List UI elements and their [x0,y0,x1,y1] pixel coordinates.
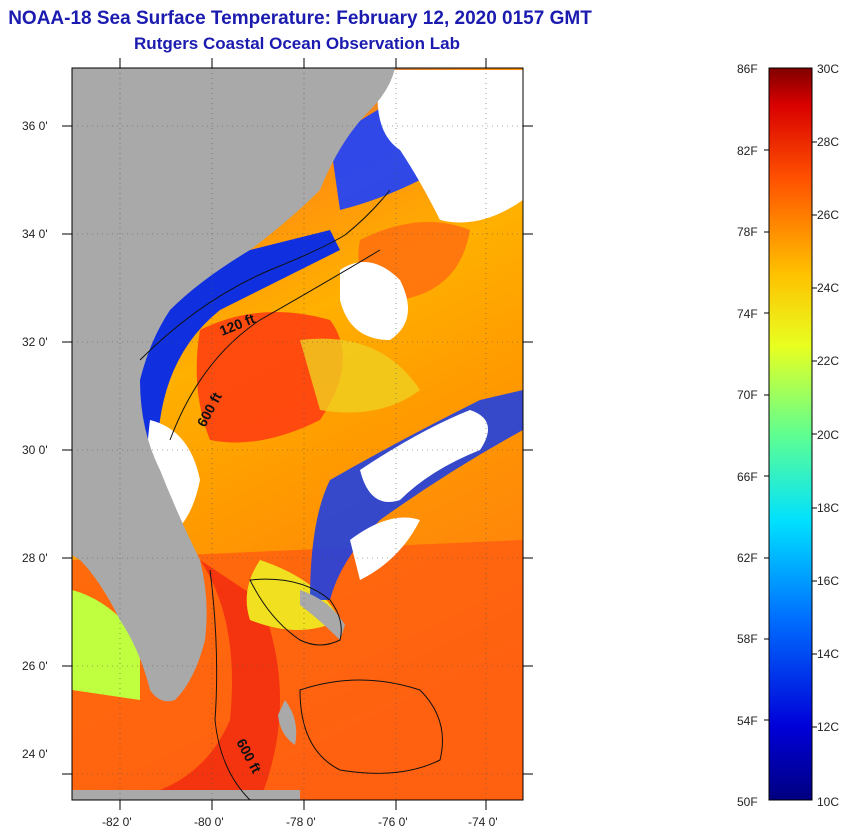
map-subtitle: Rutgers Coastal Ocean Observation Lab [134,34,460,53]
colorbar-f-66: 66F [737,470,758,484]
colorbar-f-54: 54F [737,714,758,728]
colorbar-c-18: 18C [817,501,839,515]
sst-map-area [72,68,523,800]
colorbar-c-24: 24C [817,281,839,295]
map-title: NOAA-18 Sea Surface Temperature: Februar… [8,8,592,29]
lat-tick-28: 28 0' [22,551,48,565]
colorbar-c-30: 30C [817,62,839,76]
colorbar-f-62: 62F [737,551,758,565]
colorbar-c-12: 12C [817,720,839,734]
colorbar-c-22: 22C [817,354,839,368]
colorbar-c-26: 26C [817,208,839,222]
lon-tick-74: -74 0' [468,815,498,829]
lat-tick-32: 32 0' [22,335,48,349]
colorbar-f-70: 70F [737,388,758,402]
lat-tick-26: 26 0' [22,659,48,673]
colorbar-f-78: 78F [737,225,758,239]
colorbar-c-16: 16C [817,574,839,588]
temperature-colorbar [768,67,813,801]
lon-tick-78: -78 0' [286,815,316,829]
land-mass [72,68,395,702]
colorbar-c-20: 20C [817,428,839,442]
colorbar-c-14: 14C [817,647,839,661]
colorbar-c-28: 28C [817,135,839,149]
lat-tick-30: 30 0' [22,443,48,457]
lon-tick-82: -82 0' [102,815,132,829]
colorbar-c-10: 10C [817,795,839,809]
lat-tick-34: 34 0' [22,227,48,241]
lat-lon-grid [72,68,523,800]
colorbar-f-74: 74F [737,307,758,321]
lon-tick-80: -80 0' [194,815,224,829]
colorbar-f-50: 50F [737,795,758,809]
lat-tick-24: 24 0' [22,747,48,761]
colorbar-f-82: 82F [737,144,758,158]
lat-tick-36: 36 0' [22,119,48,133]
lon-tick-76: -76 0' [378,815,408,829]
colorbar-f-86: 86F [737,62,758,76]
colorbar-f-58: 58F [737,632,758,646]
map-frame [71,67,524,801]
